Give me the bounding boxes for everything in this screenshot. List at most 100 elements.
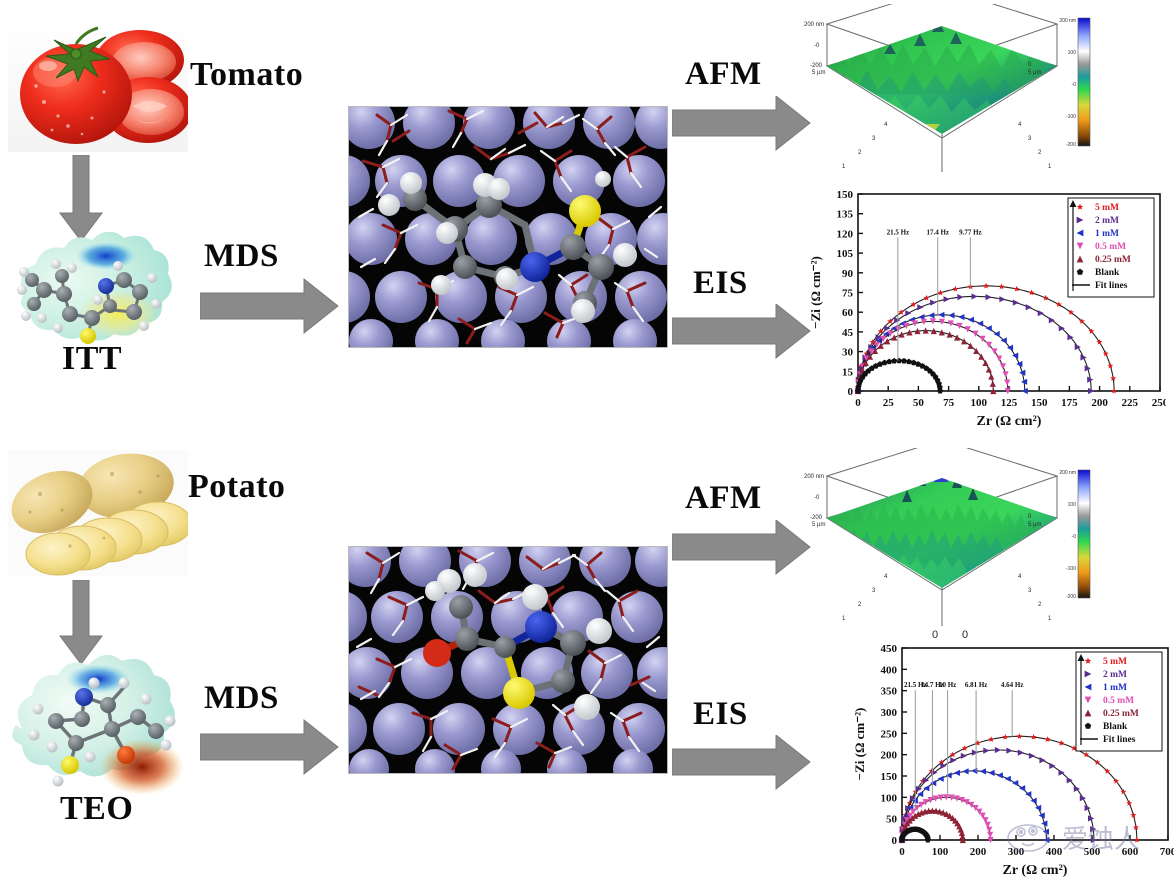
svg-text:1 mM: 1 mM [1103,683,1127,693]
svg-text:5 µm: 5 µm [1028,522,1041,528]
svg-text:5 mM: 5 mM [1103,657,1127,667]
svg-text:4: 4 [1018,122,1022,128]
svg-text:Blank: Blank [1103,722,1128,732]
svg-text:0: 0 [892,835,898,847]
svg-text:2: 2 [1038,150,1042,156]
svg-text:300: 300 [881,707,898,719]
svg-text:120: 120 [837,228,854,240]
svg-text:100: 100 [971,397,988,409]
potato-photo [8,450,188,576]
svg-text:125: 125 [1001,397,1018,409]
svg-text:105: 105 [837,248,854,260]
svg-text:250: 250 [881,728,898,740]
svg-text:2: 2 [858,150,862,156]
svg-text:1: 1 [1048,164,1052,170]
watermark-text: 爱蚀人 [1062,824,1140,854]
eis-label-row2: EIS [693,696,748,732]
svg-text:17.4 Hz: 17.4 Hz [926,228,949,236]
tomato-photo [8,22,188,152]
svg-text:Blank: Blank [1095,268,1120,278]
svg-text:4: 4 [1018,574,1022,580]
afm-z-bot-1: -200 [810,63,823,69]
svg-text:250: 250 [1152,397,1166,409]
teo-label: TEO [60,790,134,827]
svg-text:150: 150 [837,189,854,201]
svg-text:Zr (Ω cm²): Zr (Ω cm²) [1003,863,1068,878]
svg-text:100: 100 [881,792,898,804]
svg-text:−Zi (Ω cm⁻²): −Zi (Ω cm⁻²) [852,708,867,781]
svg-text:Zr (Ω cm²): Zr (Ω cm²) [977,414,1042,429]
svg-text:50: 50 [913,397,925,409]
eis-chart-itt: 0 25 50 75 100 125 150 175 200 225 250 0 15 30 45 60 75 9… [806,182,1166,437]
svg-text:3: 3 [872,136,876,142]
mds-to-afm-arrow [672,96,812,152]
svg-text:500: 500 [1084,846,1101,858]
svg-text:21.5 Hz: 21.5 Hz [887,228,910,236]
afm-z-mid-1: -0 [814,43,820,49]
mds-label-row2: MDS [204,680,279,716]
svg-text:200: 200 [881,750,898,762]
mds-to-afm-arrow-2 [672,520,812,576]
svg-text:1: 1 [1048,616,1052,622]
svg-text:75: 75 [842,288,854,300]
afm-z-top-2: 200 nm [804,474,824,480]
mds-panel-itt [348,106,668,348]
svg-text:5 mM: 5 mM [1095,203,1119,213]
svg-text:175: 175 [1061,397,1078,409]
svg-text:60: 60 [842,307,854,319]
svg-text:3: 3 [1028,136,1032,142]
afm-plot-teo: 200 nm -0 -200 5 µm 0 5 µm 4 3 2 1 4 3 2 1 0… [792,448,1092,644]
svg-text:50: 50 [886,814,898,826]
afm-z-bot-2: -200 [810,515,823,521]
svg-text:2: 2 [1038,602,1042,608]
svg-text:-100: -100 [1066,114,1076,120]
svg-text:0: 0 [932,629,938,641]
svg-text:90: 90 [842,268,854,280]
afm-label-row2: AFM [685,480,762,516]
svg-text:30: 30 [842,347,854,359]
mds-to-eis-arrow-2 [672,735,812,791]
svg-text:9.77 Hz: 9.77 Hz [959,228,982,236]
svg-text:-0: -0 [1072,534,1077,540]
svg-text:350: 350 [881,686,898,698]
eis-label-row1: EIS [693,265,748,301]
svg-text:0: 0 [899,846,905,858]
svg-text:200: 200 [970,846,987,858]
svg-text:0.5 mM: 0.5 mM [1095,242,1126,252]
svg-text:5 µm: 5 µm [812,70,825,76]
svg-text:100: 100 [932,846,949,858]
svg-text:75: 75 [943,397,955,409]
svg-text:3: 3 [872,588,876,594]
svg-text:100: 100 [1068,502,1077,508]
svg-text:4.64 Hz: 4.64 Hz [1001,681,1024,689]
svg-text:45: 45 [842,327,854,339]
itt-label: ITT [62,340,123,377]
svg-text:100: 100 [1068,50,1077,56]
svg-text:1: 1 [842,164,846,170]
svg-text:1: 1 [842,616,846,622]
mds-label-row1: MDS [204,238,279,274]
watermark: 爱蚀人 [1004,816,1172,858]
svg-text:225: 225 [1122,397,1139,409]
svg-text:14.7 Hz: 14.7 Hz [921,681,944,689]
potato-to-teo-arrow [58,580,104,666]
teo-to-mds-arrow [200,718,340,776]
svg-text:135: 135 [837,209,854,221]
svg-text:3: 3 [1028,588,1032,594]
svg-text:4: 4 [884,574,888,580]
svg-text:150: 150 [1031,397,1048,409]
svg-text:Fit lines: Fit lines [1103,735,1136,745]
svg-text:-0: -0 [1072,82,1077,88]
svg-text:600: 600 [1122,846,1139,858]
svg-text:0: 0 [962,629,968,641]
svg-text:0.25 mM: 0.25 mM [1095,255,1131,265]
svg-text:1 mM: 1 mM [1095,229,1119,239]
svg-text:5 µm: 5 µm [1028,70,1041,76]
svg-text:200 nm: 200 nm [1059,18,1076,24]
mds-to-eis-arrow [672,304,812,360]
svg-text:2 mM: 2 mM [1095,216,1119,226]
svg-text:400: 400 [881,664,898,676]
afm-label-row1: AFM [685,56,762,92]
svg-text:300: 300 [1008,846,1025,858]
itt-molecule [6,232,202,362]
